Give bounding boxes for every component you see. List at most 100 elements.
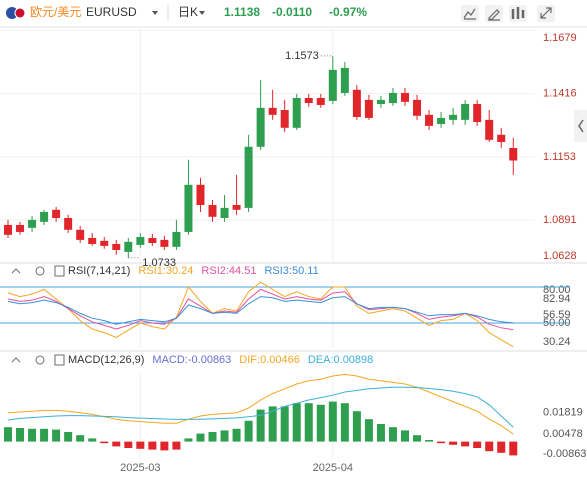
y-tick-label: 1.1416 <box>543 88 577 100</box>
macd-bar <box>184 438 193 442</box>
macd-bar <box>100 441 109 444</box>
candle-body <box>437 117 446 124</box>
macd-bar <box>364 419 373 442</box>
last-price: 1.1138 <box>224 5 260 19</box>
candle-body <box>425 114 434 126</box>
macd-bar <box>340 403 349 442</box>
candle-body <box>352 89 361 117</box>
candle-body <box>485 119 494 140</box>
indicator-title: RSI(7,14,21) <box>68 265 130 277</box>
legend-entry: RSI2:44.51 <box>201 265 256 277</box>
candle-body <box>449 114 458 120</box>
close-icon[interactable] <box>54 354 65 366</box>
fullscreen-icon[interactable] <box>540 7 552 19</box>
macd-bar <box>485 441 494 452</box>
macd-bar <box>244 420 253 442</box>
settings-icon[interactable] <box>35 266 45 276</box>
macd-bar <box>497 441 506 453</box>
macd-bar <box>316 404 325 442</box>
candle-body <box>316 97 325 105</box>
macd-bar <box>388 427 397 442</box>
candle-body <box>388 92 397 104</box>
legend-entry: DEA:0.00898 <box>308 354 373 366</box>
macd-bar <box>509 441 518 456</box>
indicator-line <box>7 373 514 435</box>
candle-body <box>220 207 229 218</box>
indicator-icon[interactable] <box>463 8 476 20</box>
symbol-cn[interactable]: 欧元/美元 <box>30 5 81 19</box>
y-tick-label: 0.00478 <box>543 428 583 440</box>
legend-entry: DIF:0.00466 <box>239 354 300 366</box>
macd-bar <box>88 438 97 442</box>
macd-bar <box>220 430 229 442</box>
candle-body <box>76 229 85 240</box>
macd-bar <box>232 428 241 442</box>
macd-bar <box>376 424 385 442</box>
macd-bar <box>400 430 409 442</box>
candle-body <box>473 103 482 123</box>
side-toggle[interactable] <box>574 110 587 142</box>
period[interactable]: 日K <box>178 5 198 19</box>
price-change: -0.0110 <box>272 5 312 19</box>
collapse-icon[interactable] <box>11 357 21 363</box>
candle-body <box>232 205 241 210</box>
settings-icon[interactable] <box>35 355 45 365</box>
macd-bar <box>461 441 470 447</box>
y-tick-label: 0.01819 <box>543 406 583 418</box>
candle-body <box>148 237 157 244</box>
macd-bar <box>4 427 12 442</box>
candle-body <box>124 241 133 252</box>
candle-body <box>160 239 169 247</box>
candle-body <box>184 184 193 232</box>
close-icon[interactable] <box>54 265 65 277</box>
indicator-line <box>7 288 514 331</box>
candle-body <box>88 237 97 244</box>
candle-body <box>413 99 422 116</box>
candle-body <box>328 69 337 101</box>
symbol[interactable]: EURUSD <box>86 5 137 19</box>
candle-body <box>292 97 301 128</box>
legend-entry: MACD:-0.00863 <box>152 354 231 366</box>
macd-bar <box>328 401 337 442</box>
flag-icon <box>6 7 18 19</box>
draw-icon[interactable] <box>488 9 500 21</box>
candle-body <box>509 148 518 161</box>
macd-bar <box>280 406 289 442</box>
macd-bar <box>160 441 169 451</box>
candle-body <box>196 184 205 206</box>
candle-body <box>40 211 49 222</box>
macd-bar <box>124 441 133 448</box>
collapse-icon[interactable] <box>11 268 21 274</box>
legend-entry: RSI3:50.11 <box>264 265 318 277</box>
candle-body <box>376 99 385 104</box>
y-tick-label: 30.24 <box>543 336 571 348</box>
candle-body <box>112 243 121 250</box>
dropdown-arrow[interactable] <box>152 11 158 15</box>
y-tick-label: 1.1153 <box>543 151 576 163</box>
indicator-title: MACD(12,26,9) <box>68 354 144 366</box>
candle-body <box>208 205 217 217</box>
high-annotation: 1.1573 <box>285 50 319 62</box>
macd-bar <box>40 428 49 442</box>
dropdown-arrow[interactable] <box>199 11 205 15</box>
candle-body <box>16 224 25 232</box>
side-toggle-icon[interactable] <box>578 119 584 133</box>
candle-body <box>268 107 277 115</box>
candle-icon[interactable] <box>511 7 525 19</box>
x-tick-label: 2025-03 <box>120 462 160 474</box>
y-tick-label: 56.59 <box>543 309 571 321</box>
macd-bar <box>268 406 277 442</box>
macd-bar <box>52 429 61 442</box>
y-tick-label: 1.0628 <box>543 250 577 262</box>
candle-body <box>364 99 373 118</box>
candle-body <box>64 217 73 230</box>
flag-icon <box>14 7 26 19</box>
indicator-line <box>7 296 514 325</box>
candle-body <box>244 146 253 208</box>
candle-body <box>172 231 181 247</box>
y-tick-label: 82.94 <box>543 293 571 305</box>
macd-bar <box>352 411 361 442</box>
candle-body <box>136 236 145 245</box>
